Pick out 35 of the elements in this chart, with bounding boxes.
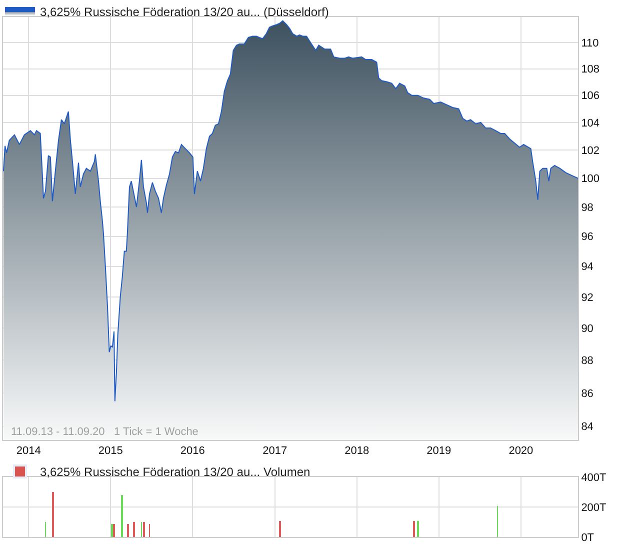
y-tick-label: 106 [581,90,600,102]
bar [52,492,54,537]
y-tick-label: 108 [581,64,600,76]
y-tick-label: 88 [581,355,594,368]
y-tick-label: 100 [581,173,600,186]
x-tick-label: 2017 [262,445,288,458]
y-tick-label: 0T [581,532,594,544]
y-tick-label: 86 [581,388,594,400]
x-tick-label: 2020 [508,445,534,458]
x-tick-label: 2018 [344,445,370,458]
bar [143,522,145,537]
y-tick-label: 96 [581,231,594,244]
y-tick-label: 102 [581,144,600,157]
x-tick-label: 2016 [180,445,205,458]
legend-label: 3,625% Russische Föderation 13/20 au... (Düsseldorf) [40,5,329,20]
x-tick-label: 2014 [16,445,41,458]
bar [413,521,415,537]
y-tick-label: 90 [581,323,594,336]
bar [279,521,281,537]
y-tick-label: 110 [581,37,599,50]
y-tick-label: 400T [581,472,607,484]
y-tick-label: 94 [581,261,594,274]
y-tick-label: 200T [581,502,607,514]
y-tick-label: 84 [581,421,594,434]
y-tick-label: 98 [581,202,594,214]
y-tick-label: 92 [581,292,594,304]
x-tick-label: 2015 [98,445,123,458]
bar [417,521,419,537]
x-tick-label: 2019 [426,445,452,458]
bar [133,522,135,537]
bar [121,495,123,537]
y-tick-label: 104 [581,117,600,130]
annotation: 11.09.13 - 11.09.20 1 Tick = 1 Woche [11,426,198,438]
legend-label: 3,625% Russische Föderation 13/20 au... Volumen [40,465,310,480]
bar [127,524,129,537]
